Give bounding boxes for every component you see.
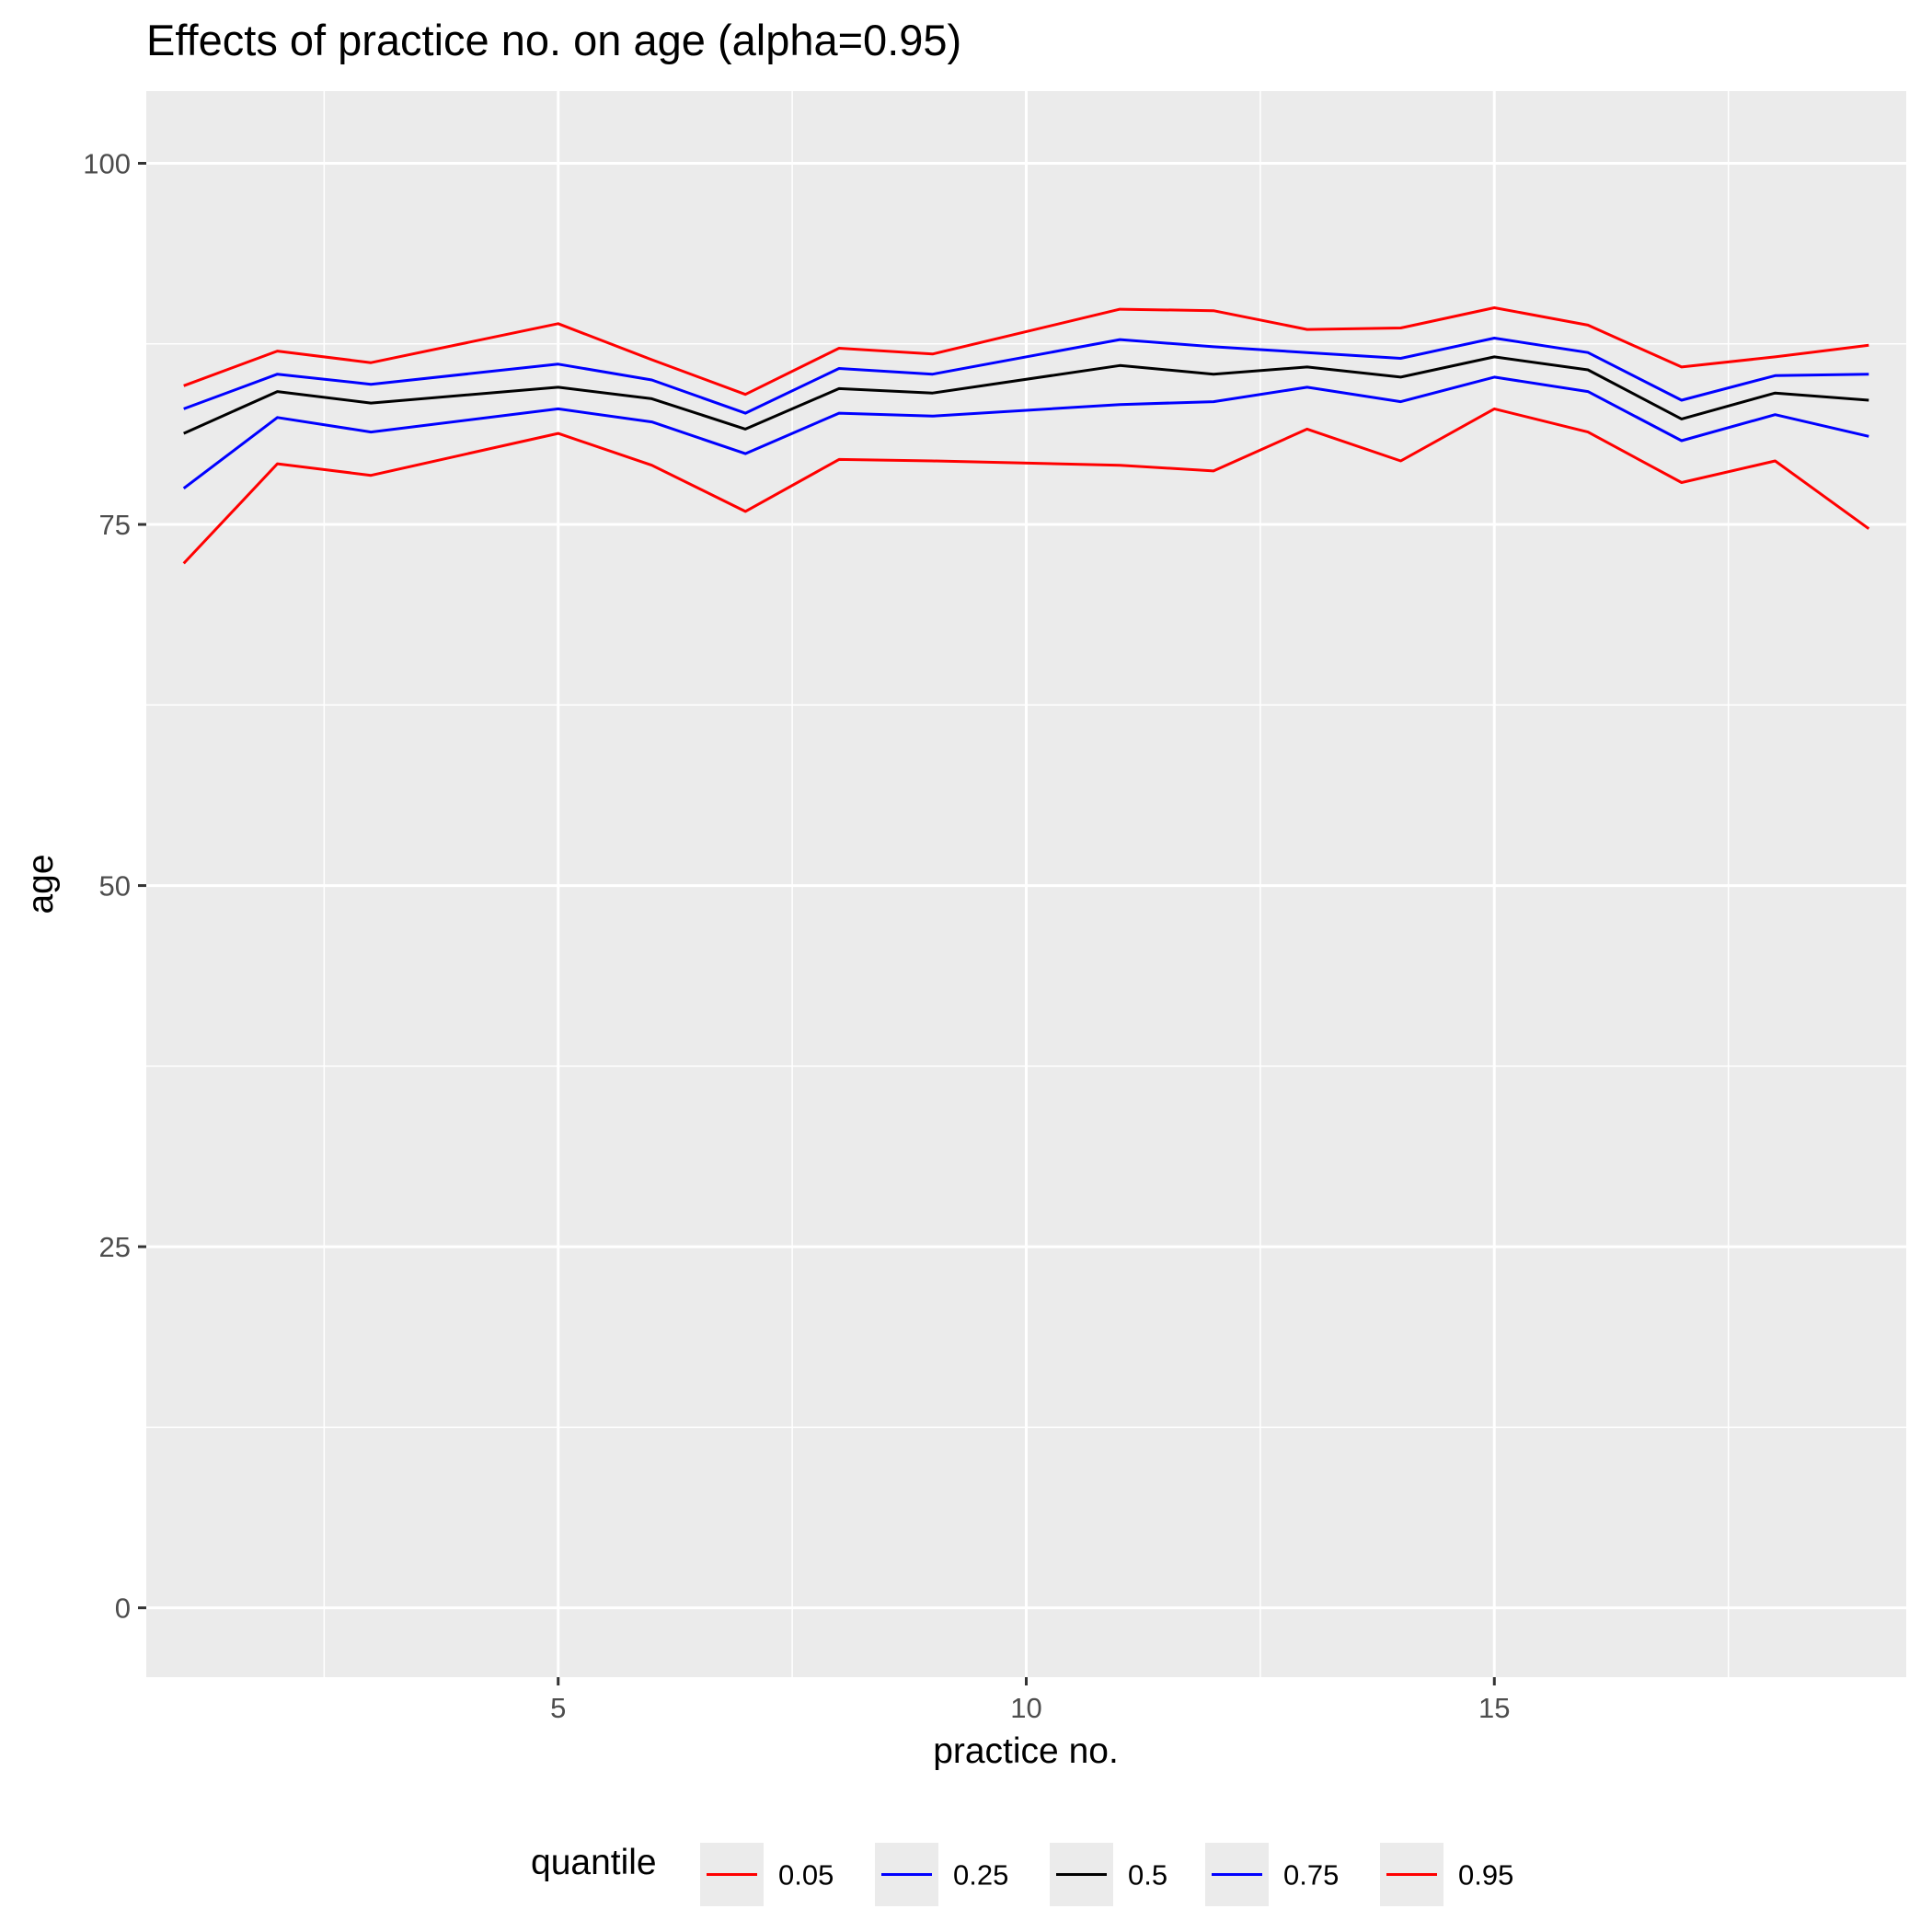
x-axis: 5 10 15 xyxy=(550,1677,1511,1724)
legend-label: 0.25 xyxy=(953,1859,1008,1892)
x-tick-label: 15 xyxy=(1478,1692,1510,1724)
series-line-0.75 xyxy=(183,337,1869,415)
series-line-0.5 xyxy=(183,355,1869,435)
legend-item-0.5: 0.5 xyxy=(1050,1843,1167,1906)
y-tick-label: 100 xyxy=(83,148,131,180)
legend-label: 0.75 xyxy=(1283,1859,1339,1892)
legend-title: quantile xyxy=(531,1843,657,1882)
legend-item-0.95: 0.95 xyxy=(1380,1843,1513,1906)
chart-title: Effects of practice no. on age (alpha=0.… xyxy=(146,16,961,64)
legend-items: 0.05 0.25 0.5 0.75 0.95 xyxy=(700,1843,1513,1906)
y-tick-label: 75 xyxy=(99,509,131,541)
x-tick-label: 5 xyxy=(550,1692,566,1724)
y-axis-title: age xyxy=(21,854,61,914)
series-line-0.95 xyxy=(183,306,1869,397)
x-tick-label: 10 xyxy=(1010,1692,1041,1724)
legend-label: 0.95 xyxy=(1458,1859,1513,1892)
series-layer xyxy=(182,306,1870,565)
legend-item-0.05: 0.05 xyxy=(700,1843,834,1906)
series-line-0.25 xyxy=(182,375,1869,489)
y-axis: 0 25 50 75 100 xyxy=(83,148,146,1625)
y-tick-label: 0 xyxy=(115,1593,131,1625)
legend-label: 0.05 xyxy=(778,1859,834,1892)
legend-label: 0.5 xyxy=(1128,1859,1167,1892)
legend[interactable]: quantile 0.05 0.25 0.5 0.75 0.95 xyxy=(531,1843,1513,1906)
legend-item-0.75: 0.75 xyxy=(1205,1843,1339,1906)
legend-item-0.25: 0.25 xyxy=(875,1843,1008,1906)
series-line-0.05 xyxy=(182,407,1870,565)
y-tick-label: 50 xyxy=(99,870,131,903)
grid-major xyxy=(146,91,1906,1677)
y-tick-label: 25 xyxy=(99,1231,131,1263)
x-axis-title: practice no. xyxy=(933,1731,1119,1771)
